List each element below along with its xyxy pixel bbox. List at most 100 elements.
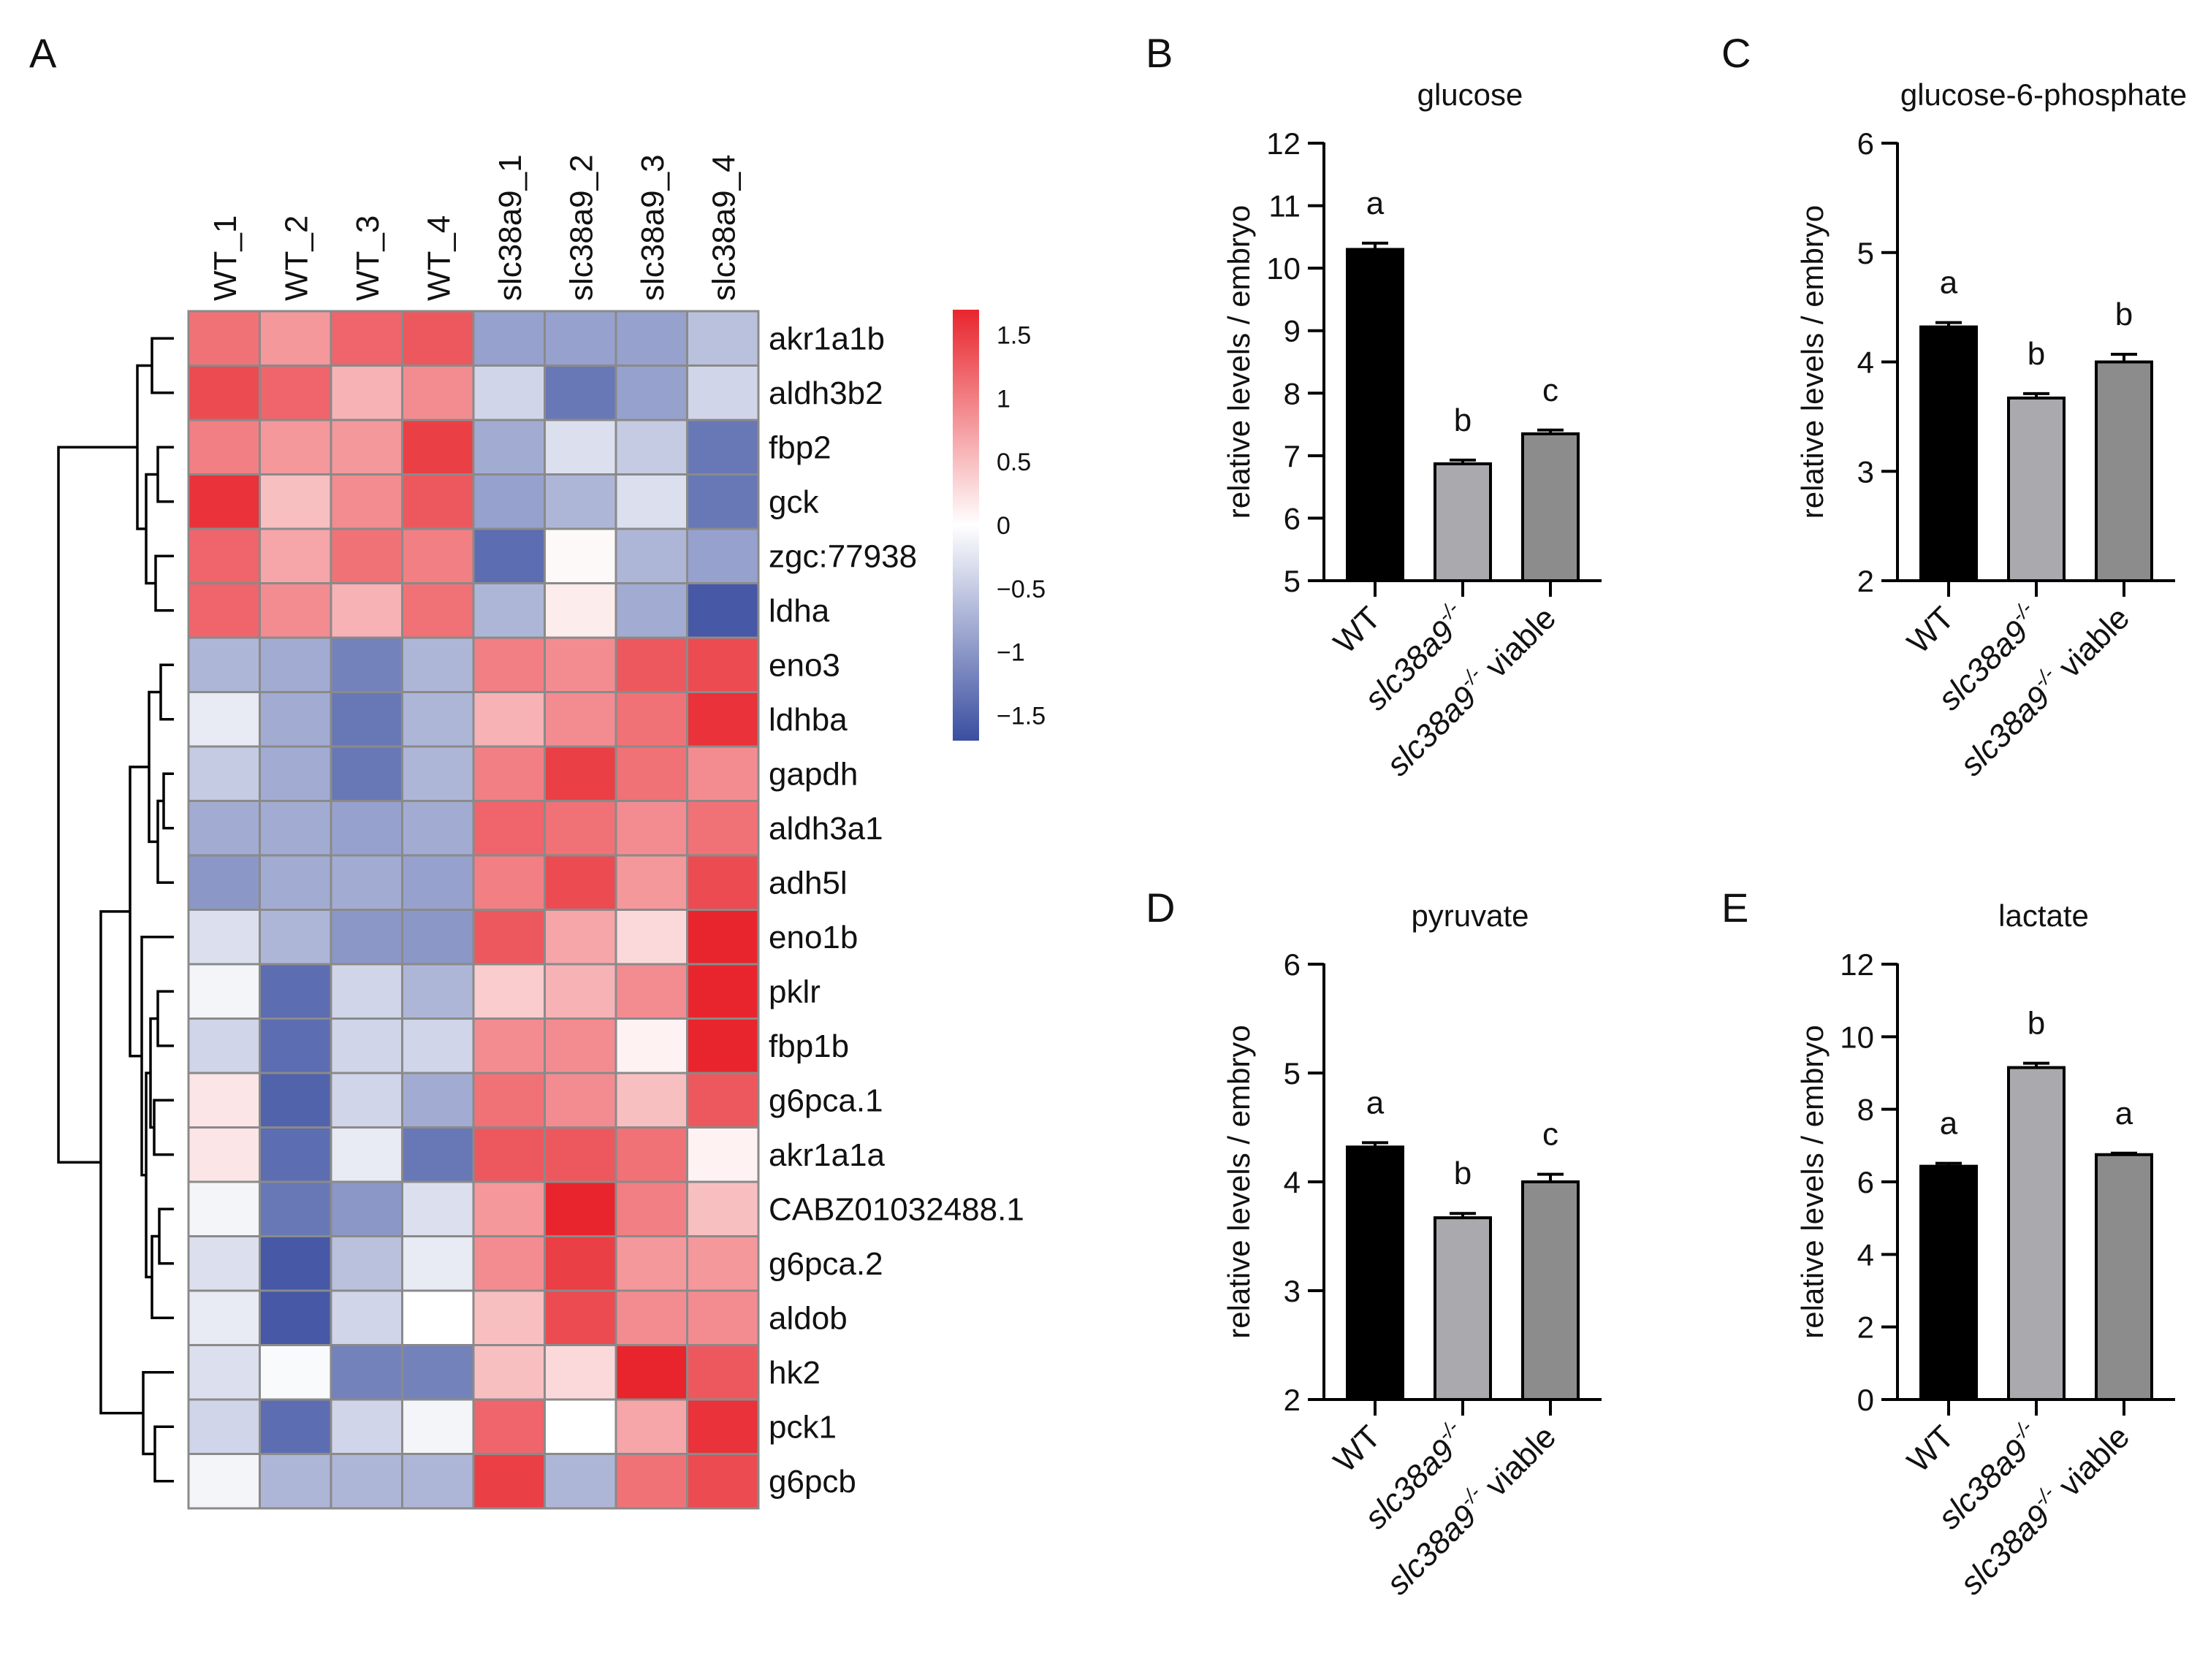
heatmap-cell [401, 1453, 475, 1510]
chart-title: lactate [1998, 898, 2089, 933]
heatmap-cell [472, 473, 546, 530]
heatmap-cell [472, 419, 546, 476]
heatmap-cell [472, 691, 546, 748]
heatmap-cell [330, 745, 403, 802]
heatmap-cell [259, 909, 332, 966]
bar [1919, 1164, 1978, 1401]
heatmap-cell [614, 636, 688, 693]
heatmap-cell [544, 582, 617, 639]
heatmap-cell [614, 854, 688, 911]
heatmap-row-label: aldob [769, 1300, 848, 1336]
chart-title: glucose [1417, 77, 1523, 112]
heatmap-row-label: g6pcb [769, 1464, 856, 1500]
y-axis-label: relative levels / embryo [1222, 1025, 1256, 1339]
heatmap-cell [686, 909, 760, 966]
heatmap-cell [614, 909, 688, 966]
heatmap-cell [330, 963, 403, 1020]
bar [2007, 396, 2066, 582]
heatmap-row-label: fbp2 [769, 429, 831, 465]
heatmap-cell [401, 636, 475, 693]
heatmap-cell [259, 1344, 332, 1401]
colorbar-tick-label: 0 [997, 512, 1010, 540]
dendrogram-branch [156, 799, 174, 884]
heatmap-cell [330, 310, 403, 367]
bar [1434, 462, 1492, 583]
heatmap-cell [187, 963, 261, 1020]
heatmap-cell [614, 963, 688, 1020]
heatmap-column-label: slc38a9_3 [635, 154, 671, 301]
y-axis-label: relative levels / embryo [1795, 1025, 1830, 1339]
heatmap-cell [187, 419, 261, 476]
x-tick-label: WT [1327, 600, 1387, 660]
heatmap-cell [614, 1180, 688, 1237]
y-tick-label: 6 [1284, 501, 1301, 535]
y-tick-label: 4 [1857, 345, 1874, 380]
heatmap-cell [544, 473, 617, 530]
heatmap-cell [614, 1453, 688, 1510]
heatmap-cell [330, 1344, 403, 1401]
significance-letter: a [1366, 186, 1385, 221]
heatmap-cell [686, 527, 760, 584]
heatmap-column-label: WT_2 [278, 215, 314, 301]
heatmap-cell [686, 636, 760, 693]
bar [1346, 248, 1404, 582]
heatmap-row-label: akr1a1a [769, 1137, 886, 1173]
heatmap-cell [686, 1180, 760, 1237]
colorbar [953, 310, 979, 741]
dendrogram-branch [159, 663, 174, 721]
dendrogram-branch [151, 1234, 174, 1319]
y-tick-label: 12 [1266, 126, 1301, 161]
heatmap-cell [686, 691, 760, 748]
heatmap-cell [187, 854, 261, 911]
significance-letter: c [1542, 1117, 1558, 1153]
heatmap-cell [401, 419, 475, 476]
heatmap-cell [544, 1344, 617, 1401]
heatmap-cell [401, 1344, 475, 1401]
heatmap-cell [614, 473, 688, 530]
heatmap-column-label: WT_3 [350, 215, 386, 301]
heatmap-cell [544, 1072, 617, 1129]
heatmap-row-label: CABZ01032488.1 [769, 1191, 1024, 1227]
dendrogram-branch [156, 446, 174, 503]
heatmap-panel: WT_1 WT_2 WT_3 WT_4 slc38a9_1 slc38a9_2 slc38a… [57, 154, 1046, 1510]
heatmap-column-label: WT_4 [421, 215, 457, 301]
heatmap-cell [187, 1180, 261, 1237]
heatmap-cell [614, 419, 688, 476]
heatmap-cell [259, 1126, 332, 1183]
heatmap-cell [472, 1072, 546, 1129]
y-tick-label: 5 [1857, 236, 1874, 270]
heatmap-cell [259, 419, 332, 476]
heatmap-cell [259, 963, 332, 1020]
heatmap-cell [330, 1398, 403, 1455]
heatmap-cell [401, 473, 475, 530]
panel-label-d: D [1146, 885, 1175, 931]
panel-label-a: A [29, 30, 57, 76]
heatmap-cell [401, 1235, 475, 1292]
heatmap-cell [472, 1180, 546, 1237]
y-tick-label: 8 [1284, 376, 1301, 411]
heatmap-cell [472, 364, 546, 421]
heatmap-cell [614, 745, 688, 802]
dendrogram-branch [129, 765, 149, 1058]
heatmap-cell [401, 1398, 475, 1455]
y-tick-label: 12 [1840, 947, 1874, 982]
y-tick-label: 4 [1857, 1237, 1874, 1272]
heatmap-cell [544, 1398, 617, 1455]
x-tick-label: WT [1900, 600, 1961, 660]
bar-chart-lactate: lactate 0 2 4 6 8 10 12 relative levels / embryo… [1795, 898, 2175, 1602]
heatmap-cell [187, 636, 261, 693]
heatmap-column-label: slc38a9_2 [563, 154, 599, 301]
y-tick-label: 2 [1857, 564, 1874, 598]
heatmap-cell [614, 582, 688, 639]
heatmap-cell [686, 473, 760, 530]
y-tick-label: 7 [1284, 439, 1301, 473]
heatmap-cell [401, 745, 475, 802]
bar-chart-pyruvate: pyruvate 2 3 4 5 6 relative levels / embryo a WT… [1222, 898, 1602, 1602]
heatmap-cell [544, 745, 617, 802]
bar [1434, 1216, 1492, 1402]
heatmap-cell [259, 800, 332, 857]
y-tick-label: 8 [1857, 1093, 1874, 1127]
colorbar-tick-label: −1 [997, 639, 1025, 667]
colorbar-tick-label: −0.5 [997, 576, 1046, 603]
